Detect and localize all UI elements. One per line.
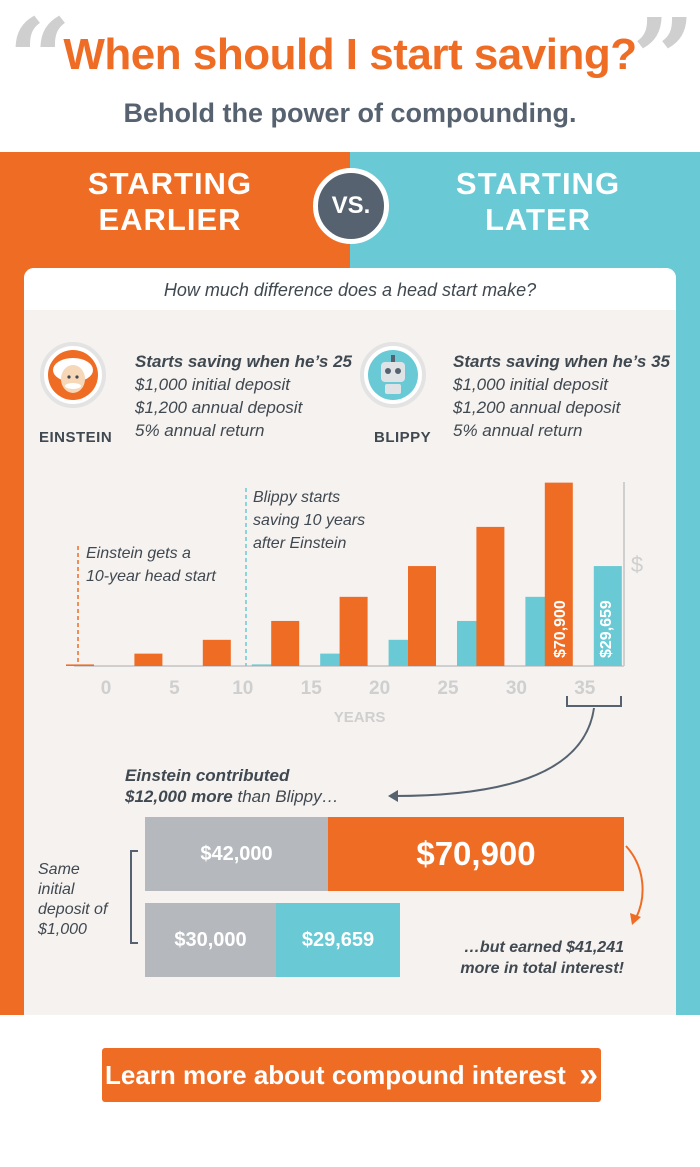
arrow-head-icon xyxy=(388,790,398,802)
learn-more-button[interactable]: Learn more about compound interest » xyxy=(102,1048,601,1102)
contributed-line1: Einstein contributed xyxy=(125,766,290,785)
einstein-note-line1: Einstein gets a xyxy=(86,545,191,562)
x-tick-label: 30 xyxy=(506,678,527,699)
einstein-return: 5% annual return xyxy=(135,421,265,440)
starting-earlier-line2: EARLIER xyxy=(98,202,242,237)
starting-earlier-line1: STARTING xyxy=(87,166,253,201)
einstein-bar xyxy=(339,596,368,666)
x-tick-label: 15 xyxy=(301,678,323,699)
einstein-initial-deposit: $1,000 initial deposit xyxy=(135,375,291,394)
blippy-final-value-label: $29,659 xyxy=(598,600,615,658)
savings-bar-chart: $0 5 10 15 20 25 30 35 $70,900 $29,659 YEARS xyxy=(66,482,643,726)
einstein-contributed-segment: $42,000 xyxy=(145,817,328,891)
y-axis-label: $ xyxy=(631,552,643,577)
blippy-name: BLIPPY xyxy=(374,429,432,446)
einstein-bar xyxy=(66,664,94,666)
contributed-summary: Einstein contributed $12,000 more than B… xyxy=(125,765,339,807)
einstein-annual-deposit: $1,200 annual deposit xyxy=(135,398,303,417)
blippy-bar xyxy=(251,664,280,666)
blippy-start-age: Starts saving when he’s 35 xyxy=(453,352,670,371)
page-title: When should I start saving? xyxy=(63,30,637,79)
x-tick-label: 20 xyxy=(369,678,390,699)
contributed-rest: than Blippy… xyxy=(232,787,339,806)
close-quote-icon: ” xyxy=(632,0,696,123)
robot-face-icon xyxy=(368,350,418,400)
same-deposit-note: Same initial deposit of $1,000 xyxy=(38,860,107,940)
learn-more-label: Learn more about compound interest xyxy=(105,1060,566,1090)
blippy-note-line3: after Einstein xyxy=(253,535,347,552)
einstein-bar xyxy=(271,620,300,666)
einstein-bar xyxy=(408,566,436,666)
orange-arrow-head-icon xyxy=(630,913,641,925)
double-chevron-right-icon: » xyxy=(579,1056,598,1094)
blippy-bar xyxy=(593,566,622,666)
comparison-card: How much difference does a head start ma… xyxy=(24,268,676,1015)
contributed-amount: $12,000 more xyxy=(125,787,233,806)
einstein-total-bar: $42,000 $70,900 xyxy=(145,817,624,891)
starting-earlier-heading: STARTING EARLIER xyxy=(0,166,345,238)
earned-line1: …but earned $41,241 xyxy=(463,939,624,956)
einstein-head-start-note: Einstein gets a 10-year head start xyxy=(86,542,216,588)
x-tick-label: 10 xyxy=(232,678,253,699)
blippy-interest-label: $29,659 xyxy=(301,929,375,951)
page-subtitle: Behold the power of compounding. xyxy=(123,98,577,128)
same-deposit-line3: deposit of xyxy=(38,901,108,918)
einstein-name: EINSTEIN xyxy=(39,429,113,446)
x-tick-label: 35 xyxy=(574,678,596,699)
open-quote-icon: “ xyxy=(8,0,72,123)
einstein-contributed-label: $42,000 xyxy=(200,843,273,865)
contributed-line2: $12,000 more than Blippy… xyxy=(125,786,339,807)
question-text: How much difference does a head start ma… xyxy=(24,268,676,310)
einstein-bar xyxy=(202,639,231,666)
blippy-return: 5% annual return xyxy=(453,421,583,440)
blippy-contributed-segment: $30,000 xyxy=(145,903,276,977)
einstein-bar xyxy=(544,482,573,666)
einstein-interest-segment: $70,900 xyxy=(328,817,624,891)
einstein-start-age: Starts saving when he’s 25 xyxy=(135,352,352,371)
blippy-contributed-label: $30,000 xyxy=(174,929,247,951)
einstein-interest-label: $70,900 xyxy=(416,835,536,872)
same-deposit-line2: initial xyxy=(38,881,75,898)
earned-interest-note: …but earned $41,241 more in total intere… xyxy=(452,937,624,979)
blippy-annual-deposit: $1,200 annual deposit xyxy=(453,398,621,417)
blippy-total-bar: $30,000 $29,659 xyxy=(145,903,400,977)
einstein-avatar xyxy=(40,342,106,408)
vs-badge: VS. xyxy=(313,168,389,244)
blippy-avatar xyxy=(360,342,426,408)
einstein-face-icon xyxy=(48,350,98,400)
blippy-start-note: Blippy starts saving 10 years after Eins… xyxy=(253,486,365,555)
blippy-note-line1: Blippy starts xyxy=(253,489,341,506)
blippy-details: Starts saving when he’s 35 $1,000 initia… xyxy=(453,350,670,442)
starting-later-heading: STARTING LATER xyxy=(363,166,700,238)
orange-curved-arrow xyxy=(625,845,644,919)
earned-line2: more in total interest! xyxy=(460,960,624,977)
einstein-note-line2: 10-year head start xyxy=(86,568,216,585)
x-tick-label: 25 xyxy=(437,678,459,699)
x-tick-label: 5 xyxy=(169,678,180,699)
starting-later-line1: STARTING xyxy=(455,166,621,201)
einstein-final-value-label: $70,900 xyxy=(552,600,569,658)
x-axis-label: YEARS xyxy=(334,709,386,726)
x-tick-label: 0 xyxy=(101,678,112,699)
same-deposit-line1: Same xyxy=(38,861,80,878)
same-deposit-bracket xyxy=(130,850,138,944)
einstein-bar xyxy=(476,526,505,666)
starting-later-line2: LATER xyxy=(484,202,592,237)
same-deposit-line4: $1,000 xyxy=(38,921,87,938)
blippy-initial-deposit: $1,000 initial deposit xyxy=(453,375,609,394)
blippy-interest-segment: $29,659 xyxy=(276,903,400,977)
einstein-bar xyxy=(134,653,163,666)
einstein-details: Starts saving when he’s 25 $1,000 initia… xyxy=(135,350,352,442)
blippy-note-line2: saving 10 years xyxy=(253,512,366,529)
